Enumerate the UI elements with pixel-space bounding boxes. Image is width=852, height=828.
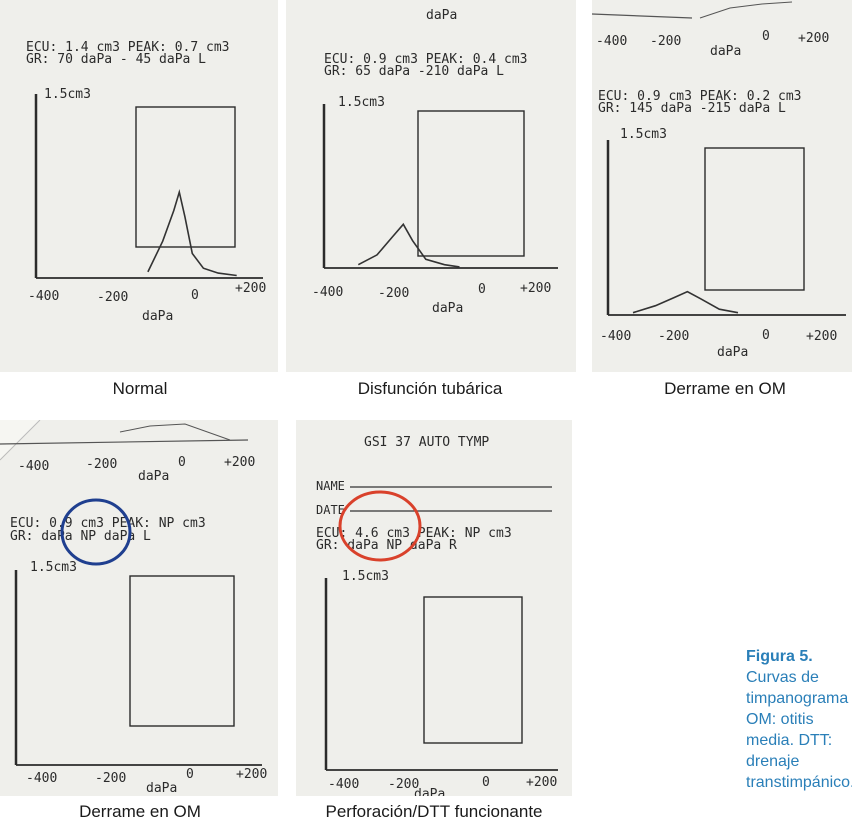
measurement-line2: GR: 65 daPa -210 daPa L [324,64,504,79]
x-tick-label: +200 [224,455,255,470]
x-tick-label: 0 [191,288,199,303]
tympanogram-panel-perforation: GSI 37 AUTO TYMP NAME DATE ECU: 4.6 cm3 … [296,420,572,796]
panel-caption: Perforación/DTT funcionante [325,802,543,821]
x-tick-label: -400 [600,329,631,344]
figure-caption: Figura 5. Curvas de timpanograma OM: oti… [746,646,852,793]
pressure-window [129,575,235,727]
x-tick-label: -200 [658,329,689,344]
name-label: NAME [316,479,345,493]
x-tick-label: +200 [798,31,829,46]
tympanogram-panel-tubal-dysfunction: daPa ECU: 0.9 cm3 PEAK: 0.4 cm3 GR: 65 d… [286,0,576,372]
x-tick-label: -400 [312,285,343,300]
figure-caption-text: Curvas de timpanograma OM: otitis media.… [746,669,852,791]
tympanogram-curve [632,290,739,314]
x-tick-label: -400 [328,777,359,792]
x-tick-label: +200 [235,281,266,296]
highlight-circle [338,490,422,562]
x-tick-label: -200 [388,777,419,792]
pressure-window [135,106,236,248]
x-tick-label: 0 [186,767,194,782]
figure-caption-label: Figura 5. [746,648,813,665]
x-axis-label: daPa [717,345,748,360]
x-tick-label: -400 [596,34,627,49]
y-axis-max-label: 1.5cm3 [44,87,91,102]
tympanogram-chart-tubal-dysfunction: daPa ECU: 0.9 cm3 PEAK: 0.4 cm3 GR: 65 d… [312,8,558,316]
x-tick-label: 0 [478,282,486,297]
tympanogram-curve [147,188,237,277]
measurement-line1: ECU: 1.4 cm3 PEAK: 0.7 cm3 [26,40,230,55]
tympanogram-chart-normal: ECU: 1.4 cm3 PEAK: 0.7 cm3 GR: 70 daPa -… [26,40,266,324]
previous-trace-fragment [699,1,793,19]
tympanogram-chart-effusion-top: -400 -200 0 +200 daPa ECU: 0.9 cm3 PEAK:… [592,1,846,360]
x-axis-label: daPa [414,787,445,796]
measurement-line2: GR: daPa NP daPa R [316,538,457,553]
panel-caption: Derrame en OM [79,802,201,821]
panel-caption: Derrame en OM [664,379,786,398]
x-tick-label: 0 [762,29,770,44]
previous-axis-fragment [0,439,249,445]
pressure-window [423,596,523,744]
date-label: DATE [316,503,345,517]
y-axis-max-label: 1.5cm3 [338,95,385,110]
x-tick-label: -400 [28,289,59,304]
previous-trace-fragment [119,423,231,441]
tympanogram-panel-normal: ECU: 1.4 cm3 PEAK: 0.7 cm3 GR: 70 daPa -… [0,0,278,372]
x-axis-label: daPa [146,781,177,796]
y-axis-max-label: 1.5cm3 [620,127,667,142]
header-text: daPa [426,8,457,23]
x-tick-label: -200 [650,34,681,49]
x-tick-label: 0 [482,775,490,790]
x-tick-label: +200 [236,767,267,782]
x-tick-label: +200 [526,775,557,790]
x-axis-label: daPa [142,309,173,324]
x-tick-label: -400 [26,771,57,786]
tympanogram-panel-effusion-bottom: -400 -200 0 +200 daPa ECU: 0.9 cm3 PEAK:… [0,420,278,796]
y-axis-max-label: 1.5cm3 [30,560,77,575]
tympanogram-curve [357,222,460,268]
paper-corner-edge [0,420,41,461]
panel-caption: Normal [112,379,168,398]
panel-caption: Disfunción tubárica [357,379,503,398]
x-tick-label: +200 [806,329,837,344]
x-tick-label: -200 [97,290,128,305]
measurement-line1: ECU: 0.9 cm3 PEAK: NP cm3 [10,516,206,531]
highlight-circle [60,498,132,566]
pressure-window [704,147,805,291]
x-axis-label: daPa [432,301,463,316]
measurement-line2: GR: daPa NP daPa L [10,529,151,544]
x-axis-label: daPa [710,44,741,59]
measurement-line1: ECU: 0.9 cm3 PEAK: 0.4 cm3 [324,52,528,67]
measurement-line1: ECU: 0.9 cm3 PEAK: 0.2 cm3 [598,89,802,104]
x-tick-label: 0 [178,455,186,470]
x-tick-label: +200 [520,281,551,296]
x-tick-label: -400 [18,459,49,474]
tympanogram-chart-effusion-bottom: -400 -200 0 +200 daPa ECU: 0.9 cm3 PEAK:… [0,420,267,796]
x-tick-label: -200 [95,771,126,786]
y-axis-max-label: 1.5cm3 [342,569,389,584]
measurement-line2: GR: 70 daPa - 45 daPa L [26,52,206,67]
measurement-line2: GR: 145 daPa -215 daPa L [598,101,786,116]
x-tick-label: -200 [378,286,409,301]
pressure-window [417,110,525,257]
device-header: GSI 37 AUTO TYMP [364,435,489,450]
x-tick-label: 0 [762,328,770,343]
tympanogram-panel-effusion-top: -400 -200 0 +200 daPa ECU: 0.9 cm3 PEAK:… [592,0,852,372]
x-tick-label: -200 [86,457,117,472]
x-axis-label: daPa [138,469,169,484]
previous-axis-fragment [592,13,693,19]
measurement-line1: ECU: 4.6 cm3 PEAK: NP cm3 [316,526,512,541]
tympanogram-chart-perforation: GSI 37 AUTO TYMP NAME DATE ECU: 4.6 cm3 … [316,435,558,796]
